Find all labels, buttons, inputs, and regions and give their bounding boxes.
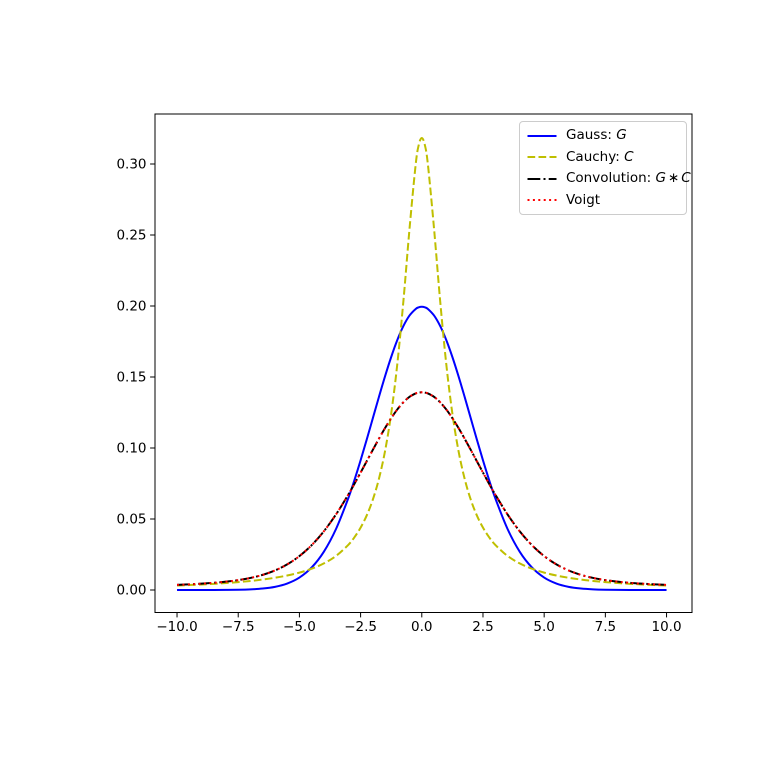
legend-label-convolution: Convolution: G ∗ C: [566, 170, 691, 186]
legend-label-cauchy: Cauchy: C: [566, 148, 634, 165]
legend-sample-line-gauss: [527, 134, 557, 137]
y-tick-label: 0.00: [116, 583, 146, 599]
y-tick-label: 0.15: [116, 370, 146, 386]
legend-sample-line-cauchy: [527, 156, 557, 159]
curves: [176, 136, 667, 591]
curve-gauss: [177, 305, 667, 591]
plot-border: [154, 113, 693, 613]
legend-entry-voigt: Voigt: [527, 190, 679, 212]
curve-cauchy: [176, 136, 667, 587]
x-tick-label: 0.0: [411, 619, 432, 635]
x-tick-label: −2.5: [344, 619, 377, 635]
legend-sample-line-convolution: [527, 177, 557, 180]
legend-sample-line-voigt: [527, 199, 557, 202]
y-tick-label: 0.30: [116, 157, 146, 173]
x-tick-label: 7.5: [595, 619, 616, 635]
axes-frame: [154, 113, 693, 613]
legend-label-gauss: Gauss: G: [566, 127, 627, 143]
legend: Gauss: G Cauchy: C Convolution: G ∗ C Voigt: [519, 121, 691, 215]
legend-label-voigt: Voigt: [566, 191, 601, 208]
y-tick-label: 0.25: [116, 228, 146, 244]
x-tick-label: 5.0: [533, 619, 554, 635]
x-tick-label: −7.5: [222, 619, 255, 635]
curve-convolution: [176, 391, 667, 586]
legend-entry-convolution: Convolution: G ∗ C: [527, 168, 691, 190]
x-tick-label: 10.0: [652, 619, 682, 635]
x-tick-label: −5.0: [283, 619, 316, 635]
y-tick-label: 0.05: [116, 512, 146, 528]
legend-entry-cauchy: Cauchy: C: [527, 147, 679, 169]
x-tick-label: 2.5: [472, 619, 493, 635]
x-tick-label: −10.0: [156, 619, 197, 635]
y-tick-label: 0.20: [116, 299, 146, 315]
x-axis: −10.0 −7.5 −5.0 −2.5 0.0 2.5 5.0 7.5 10.0: [156, 612, 682, 635]
y-tick-label: 0.10: [116, 441, 146, 457]
curve-voigt: [176, 391, 667, 586]
legend-entry-gauss: Gauss: G: [527, 125, 679, 147]
y-axis: 0.00 0.05 0.10 0.15 0.20 0.25 0.30: [116, 157, 155, 599]
